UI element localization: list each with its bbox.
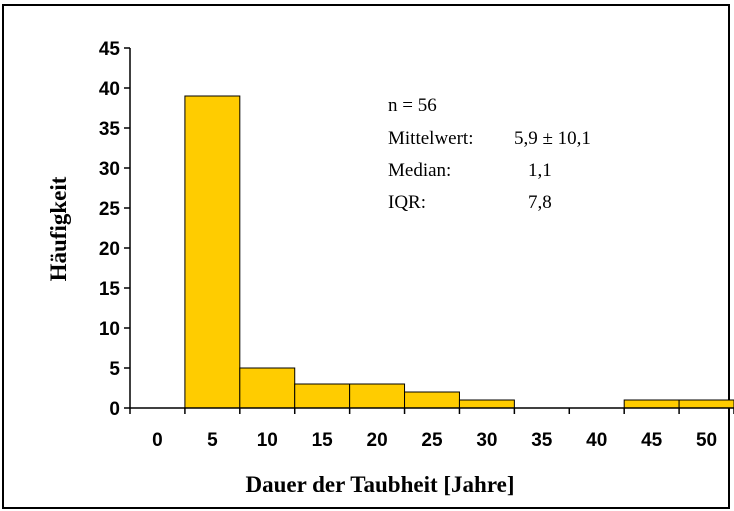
x-tick-label-50: 50 bbox=[696, 430, 717, 451]
y-ticks-group: 0 5 10 15 20 25 30 35 40 45 bbox=[99, 39, 130, 420]
x-tick-label-20: 20 bbox=[367, 430, 388, 451]
bar-50 bbox=[679, 400, 734, 408]
x-ticks-group: 0 5 10 15 20 25 30 35 40 45 50 bbox=[130, 408, 734, 451]
y-tick-label-0: 0 bbox=[109, 399, 120, 420]
bar-25 bbox=[405, 392, 460, 408]
x-tick-label-0: 0 bbox=[152, 430, 163, 451]
x-tick-label-25: 25 bbox=[421, 430, 443, 451]
x-tick-label-30: 30 bbox=[476, 430, 497, 451]
stats-annotation: n = 56 Mittelwert: 5,9 ± 10,1 Median: 1,… bbox=[388, 95, 591, 213]
x-tick-label-45: 45 bbox=[641, 430, 663, 451]
stat-n: n = 56 bbox=[388, 95, 437, 116]
y-tick-label-10: 10 bbox=[99, 319, 120, 340]
bar-30 bbox=[459, 400, 514, 408]
x-axis-title: Dauer der Taubheit [Jahre] bbox=[245, 472, 514, 497]
y-tick-label-20: 20 bbox=[99, 239, 120, 260]
stat-iqr-value: 7,8 bbox=[528, 192, 552, 213]
y-tick-label-5: 5 bbox=[109, 359, 120, 380]
x-tick-label-5: 5 bbox=[207, 430, 218, 451]
bar-45 bbox=[624, 400, 679, 408]
x-tick-label-10: 10 bbox=[257, 430, 278, 451]
bar-15 bbox=[295, 384, 350, 408]
stat-iqr-label: IQR: bbox=[388, 192, 426, 213]
stat-mean-value: 5,9 ± 10,1 bbox=[514, 128, 591, 149]
y-tick-label-35: 35 bbox=[99, 119, 121, 140]
stat-median-label: Median: bbox=[388, 160, 451, 181]
y-tick-label-30: 30 bbox=[99, 159, 120, 180]
bar-5 bbox=[185, 96, 240, 408]
bar-20 bbox=[350, 384, 405, 408]
x-tick-label-40: 40 bbox=[586, 430, 607, 451]
stat-median-value: 1,1 bbox=[528, 160, 552, 181]
x-tick-label-15: 15 bbox=[312, 430, 334, 451]
y-tick-label-45: 45 bbox=[99, 39, 121, 60]
y-tick-label-25: 25 bbox=[99, 199, 121, 220]
stat-mean-label: Mittelwert: bbox=[388, 128, 473, 149]
x-tick-label-35: 35 bbox=[531, 430, 553, 451]
y-axis-title: Häufigkeit bbox=[46, 176, 71, 281]
bar-10 bbox=[240, 368, 295, 408]
y-tick-label-15: 15 bbox=[99, 279, 121, 300]
y-tick-label-40: 40 bbox=[99, 79, 120, 100]
